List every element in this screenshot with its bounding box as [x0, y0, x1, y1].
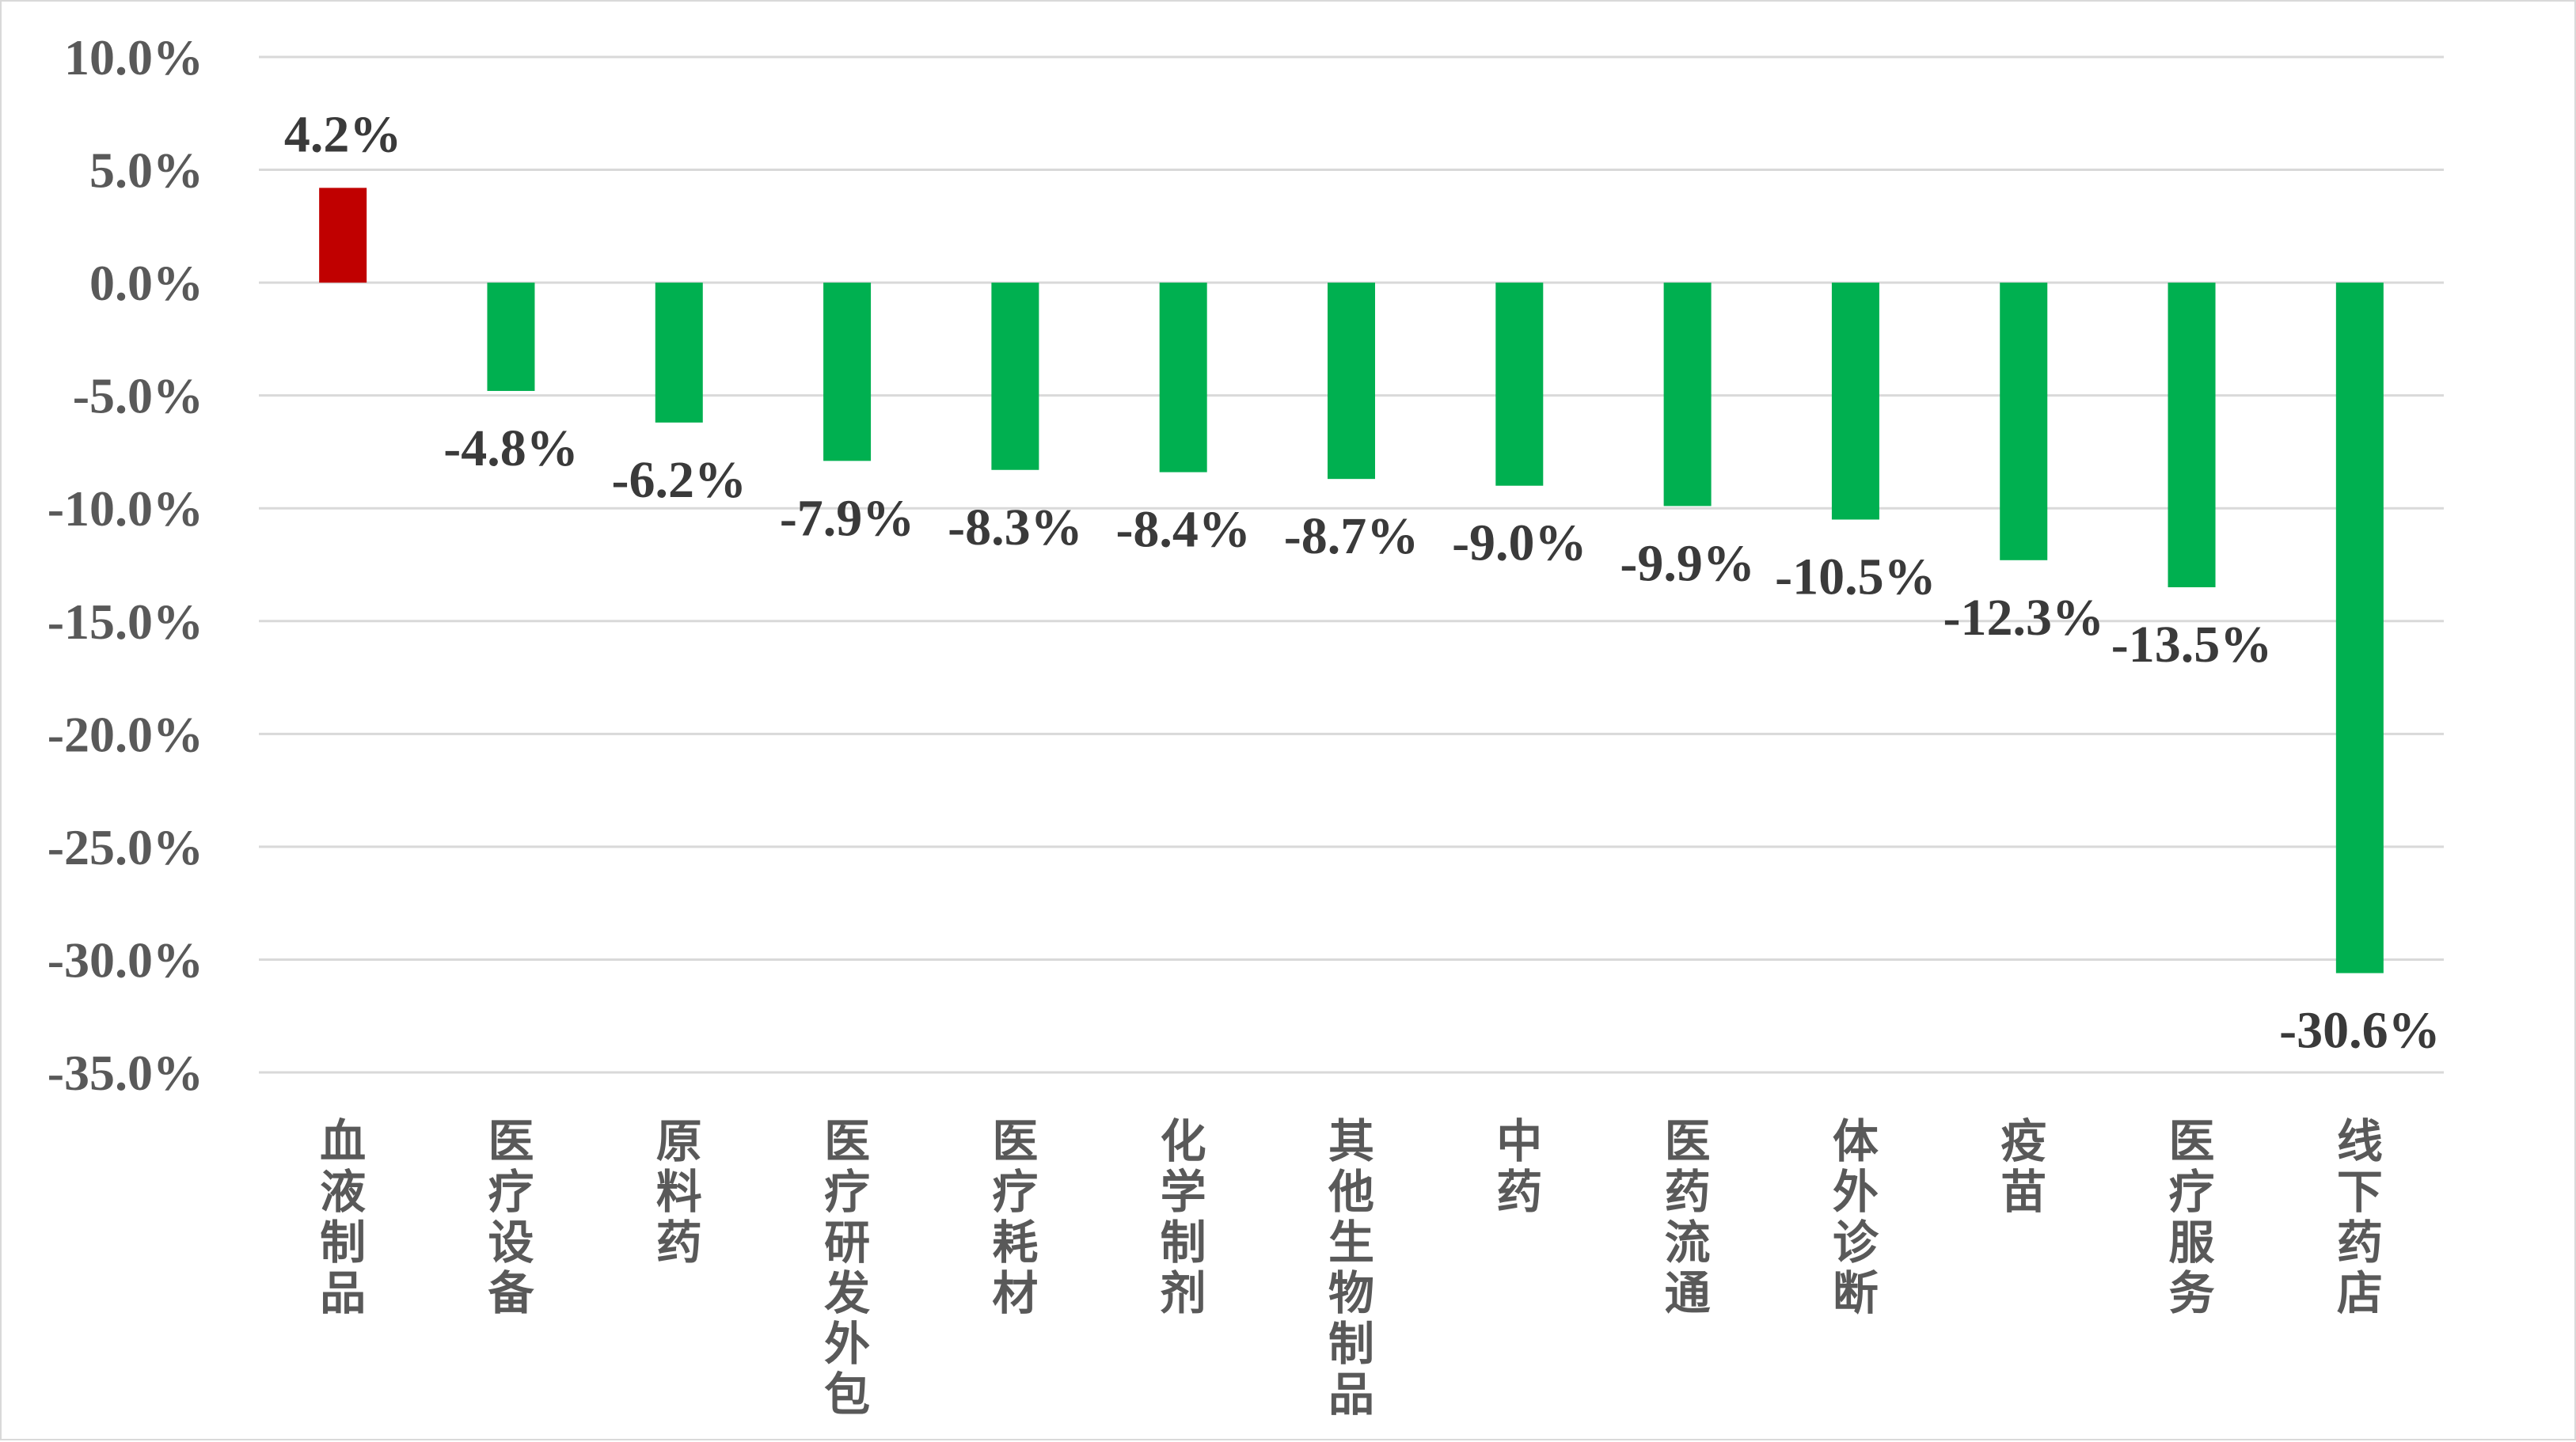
data-labels: 4.2%-4.8%-6.2%-7.9% -8.3% -8.4% -8.7% -9.0% -… — [284, 105, 2441, 1059]
bar — [2000, 283, 2048, 560]
bar — [487, 283, 535, 391]
x-axis-categories: 血液制品 医疗设备 原料药 医疗研发外包 医疗耗材 化学制剂 其他生物制品 中药 医药流通 体外诊… — [320, 1114, 2383, 1421]
data-label: -8.3% — [948, 499, 1082, 556]
bar — [655, 283, 703, 423]
bar — [1328, 283, 1375, 480]
category-label: 原料药 — [656, 1114, 702, 1269]
y-tick-label: -5.0% — [73, 368, 203, 424]
y-tick-label: -35.0% — [47, 1045, 203, 1101]
bar — [2168, 283, 2216, 588]
data-label: -7.9% — [780, 489, 914, 547]
bar — [2335, 283, 2384, 973]
data-label: -30.6% — [2279, 1002, 2440, 1060]
gridlines — [259, 55, 2444, 1074]
data-label: -9.0% — [1452, 514, 1586, 572]
y-axis-ticks: 10.0% 5.0% 0.0% -5.0% -10.0% -15.0% -20.0% -25.… — [47, 29, 203, 1101]
bar — [1831, 283, 1879, 520]
y-tick-label: -25.0% — [47, 819, 203, 875]
bar — [319, 188, 367, 283]
bar — [1495, 283, 1544, 486]
data-label: -8.4% — [1115, 501, 1250, 559]
y-tick-label: 5.0% — [89, 142, 203, 199]
data-label: -6.2% — [612, 451, 747, 509]
category-label: 疫苗 — [2000, 1114, 2046, 1219]
y-tick-label: -30.0% — [47, 932, 203, 988]
y-tick-label: -20.0% — [47, 706, 203, 762]
category-label: 中药 — [1496, 1114, 1542, 1219]
y-tick-label: 0.0% — [89, 255, 203, 311]
category-label: 血液制品 — [320, 1114, 366, 1320]
y-tick-label: 10.0% — [64, 29, 203, 85]
category-label: 医药流通 — [1665, 1114, 1711, 1320]
category-label: 医疗研发外包 — [824, 1114, 870, 1421]
bars — [319, 188, 2384, 973]
category-label: 其他生物制品 — [1328, 1114, 1374, 1421]
data-label: 4.2% — [284, 105, 402, 163]
data-label: -9.9% — [1620, 534, 1754, 592]
bar — [823, 283, 872, 461]
category-label: 医疗设备 — [488, 1114, 534, 1320]
data-label: -10.5% — [1775, 548, 1936, 605]
data-label: -4.8% — [443, 419, 578, 477]
category-label: 医疗服务 — [2169, 1114, 2215, 1320]
y-tick-label: -15.0% — [47, 594, 203, 650]
y-tick-label: -10.0% — [47, 480, 203, 537]
bar — [1663, 283, 1712, 507]
bar — [1159, 283, 1207, 472]
category-label: 体外诊断 — [1833, 1114, 1879, 1320]
data-label: -12.3% — [1943, 589, 2103, 647]
data-label: -13.5% — [2111, 616, 2272, 674]
category-label: 医疗耗材 — [992, 1114, 1038, 1320]
bar — [991, 283, 1039, 470]
category-label: 化学制剂 — [1161, 1114, 1206, 1320]
data-label: -8.7% — [1284, 507, 1419, 565]
category-label: 线下药店 — [2337, 1114, 2383, 1320]
